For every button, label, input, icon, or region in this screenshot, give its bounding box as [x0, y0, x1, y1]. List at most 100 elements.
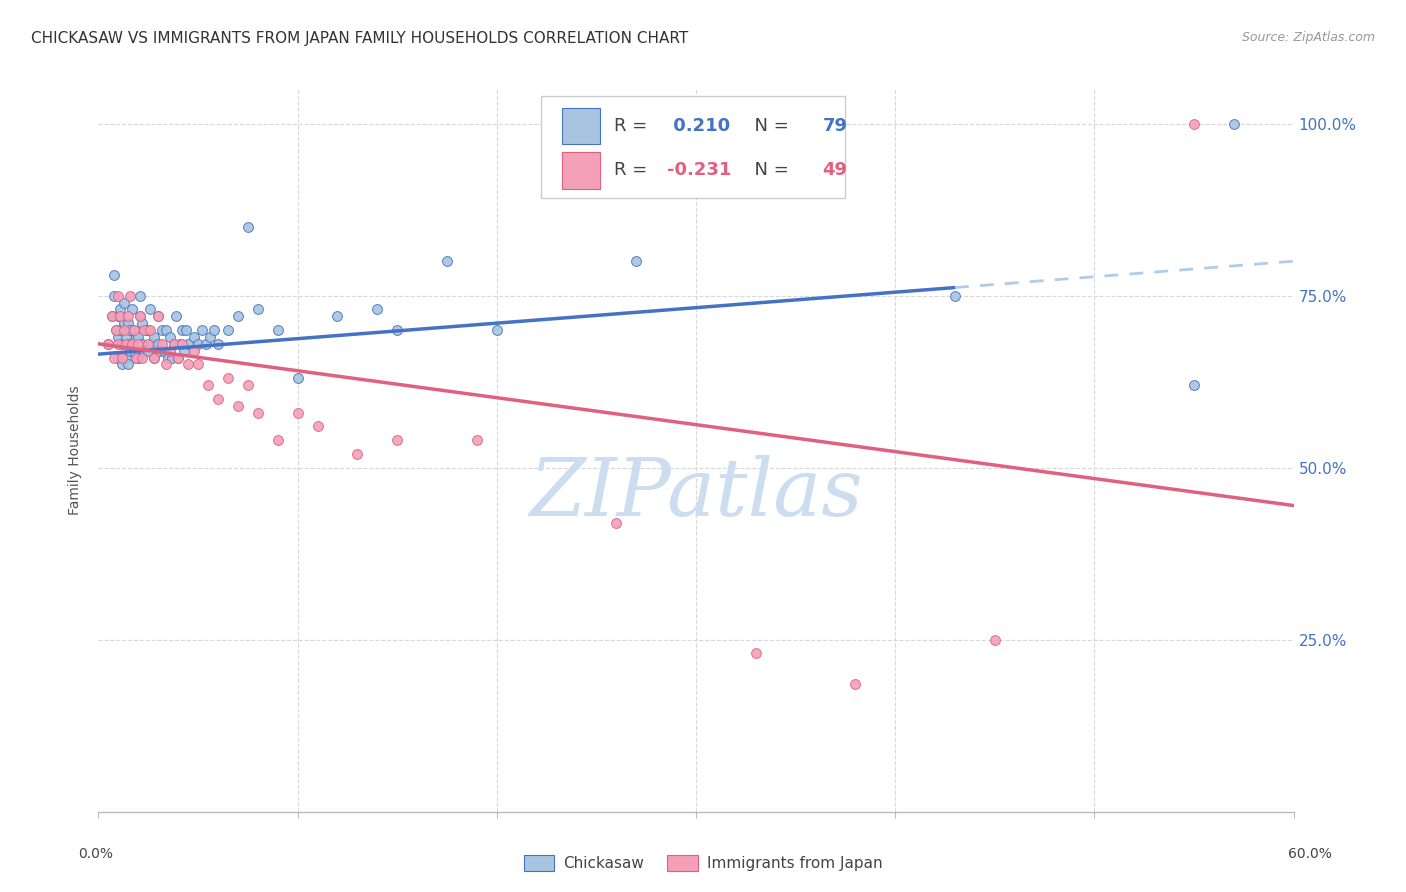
Point	[127, 336, 149, 351]
Point	[155, 323, 177, 337]
Point	[110, 323, 132, 337]
Point	[246, 406, 269, 420]
Point	[150, 336, 173, 351]
Point	[172, 336, 194, 351]
Point	[131, 351, 153, 365]
Point	[436, 254, 458, 268]
Point	[107, 351, 129, 365]
Point	[101, 310, 124, 324]
Point	[307, 419, 329, 434]
Point	[125, 351, 148, 365]
Point	[136, 323, 159, 337]
Text: N =: N =	[742, 161, 794, 179]
Point	[124, 323, 146, 337]
Point	[125, 330, 148, 344]
Point	[135, 323, 157, 337]
Y-axis label: Family Households: Family Households	[69, 385, 83, 516]
Point	[131, 316, 153, 330]
Point	[110, 310, 132, 324]
Point	[143, 351, 166, 365]
Point	[117, 336, 139, 351]
Point	[287, 371, 309, 385]
Point	[120, 323, 142, 337]
Point	[172, 323, 194, 337]
Point	[984, 632, 1007, 647]
Point	[103, 288, 125, 302]
Point	[217, 371, 239, 385]
Point	[1223, 117, 1246, 131]
Point	[136, 343, 159, 358]
Point	[131, 336, 153, 351]
Point	[207, 336, 229, 351]
Point	[141, 336, 163, 351]
Point	[111, 358, 134, 372]
Point	[107, 336, 129, 351]
Point	[107, 288, 129, 302]
Point	[163, 336, 186, 351]
Point	[167, 351, 190, 365]
Text: R =: R =	[613, 161, 652, 179]
Point	[177, 358, 200, 372]
Point	[120, 343, 142, 358]
Point	[287, 406, 309, 420]
Point	[105, 323, 128, 337]
Point	[112, 316, 135, 330]
Point	[120, 288, 142, 302]
Point	[169, 336, 191, 351]
Point	[174, 323, 197, 337]
Point	[465, 433, 488, 447]
Point	[134, 323, 156, 337]
Point	[217, 323, 239, 337]
Point	[191, 323, 214, 337]
Text: Source: ZipAtlas.com: Source: ZipAtlas.com	[1241, 31, 1375, 45]
Text: R =: R =	[613, 118, 652, 136]
Point	[187, 358, 209, 372]
Point	[112, 295, 135, 310]
Point	[167, 351, 190, 365]
Point	[745, 647, 768, 661]
Point	[326, 310, 349, 324]
Point	[385, 433, 409, 447]
Text: 0.210: 0.210	[668, 118, 730, 136]
FancyBboxPatch shape	[562, 153, 600, 188]
Point	[101, 310, 124, 324]
Point	[134, 343, 156, 358]
Point	[183, 330, 205, 344]
Point	[195, 336, 218, 351]
Point	[385, 323, 409, 337]
Text: -0.231: -0.231	[668, 161, 731, 179]
Point	[236, 378, 259, 392]
Point	[485, 323, 508, 337]
Point	[160, 351, 183, 365]
Point	[159, 330, 181, 344]
Point	[107, 330, 129, 344]
Point	[155, 358, 177, 372]
Point	[121, 336, 143, 351]
Point	[207, 392, 229, 406]
Point	[163, 336, 186, 351]
Point	[97, 336, 120, 351]
Point	[173, 343, 195, 358]
Point	[149, 343, 172, 358]
Point	[943, 288, 966, 302]
Point	[226, 310, 249, 324]
Point	[159, 343, 181, 358]
Point	[202, 323, 225, 337]
Point	[197, 378, 219, 392]
Text: 0.0%: 0.0%	[79, 847, 112, 861]
Point	[1182, 117, 1205, 131]
Text: 79: 79	[823, 118, 848, 136]
Point	[148, 310, 170, 324]
Point	[148, 336, 170, 351]
Point	[139, 323, 162, 337]
Point	[143, 330, 166, 344]
Text: ZIPatlas: ZIPatlas	[529, 455, 863, 533]
Point	[117, 316, 139, 330]
Point	[110, 302, 132, 317]
Point	[129, 288, 152, 302]
Point	[1182, 378, 1205, 392]
Point	[117, 358, 139, 372]
Point	[366, 302, 388, 317]
Point	[844, 677, 866, 691]
Point	[157, 351, 180, 365]
